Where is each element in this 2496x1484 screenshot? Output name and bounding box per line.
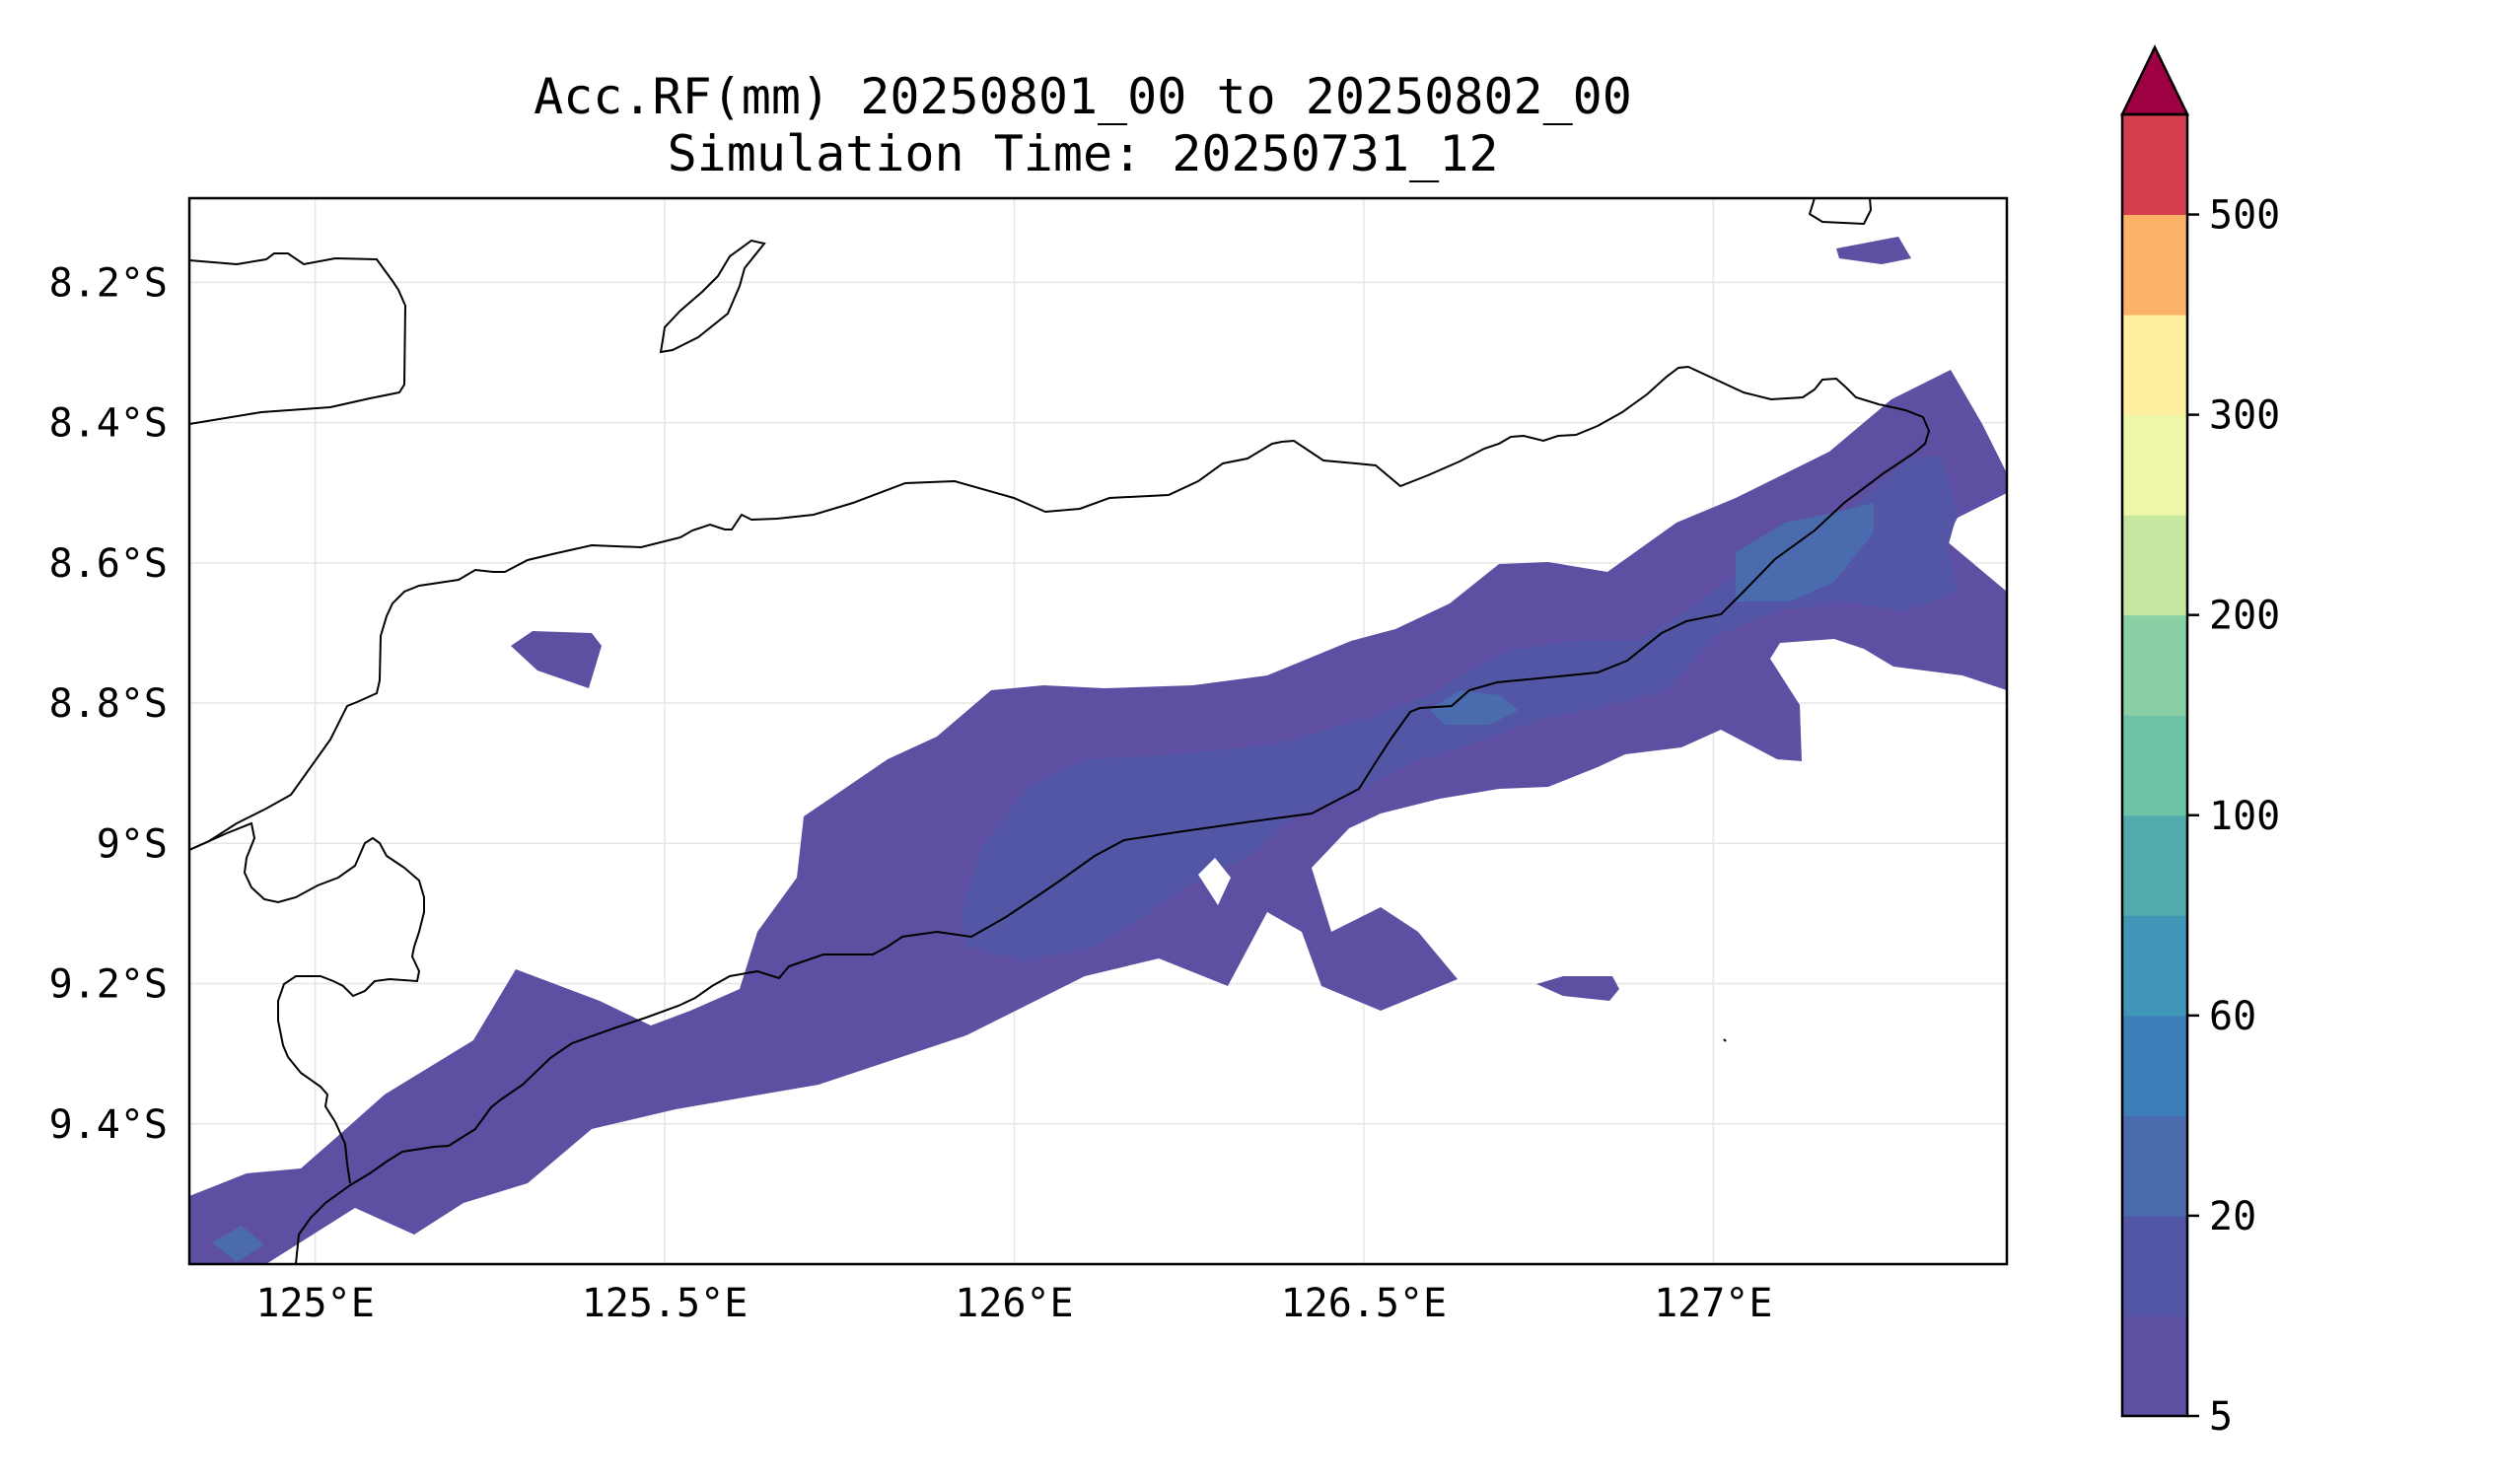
colorbar-tick-label: 200 [2209,594,2280,639]
coastline-northeast-islet [1808,198,1873,226]
lon-tick-label: 125.5°E [582,1281,749,1326]
rainfall-field [189,237,2007,1264]
lon-tick-label: 126°E [955,1281,1073,1326]
latitude-ticks: 8.2°S 8.4°S 8.6°S 8.8°S 9°S 9.2°S 9.4°S [49,260,168,1147]
colorbar-level-block [2122,515,2187,616]
colorbar-level-block [2122,614,2187,716]
coastline-north-island [659,239,766,354]
lat-tick-label: 8.6°S [49,541,168,587]
colorbar-level-block [2122,1315,2187,1417]
lat-tick-label: 8.8°S [49,681,168,727]
lat-tick-label: 8.4°S [49,401,168,447]
colorbar-level-block [2122,114,2187,216]
colorbar-level-block [2122,1215,2187,1316]
title-line-2: Simulation Time: 20250731_12 [668,125,1499,182]
map-axes: 125°E 125.5°E 126°E 126.5°E 127°E 8.2°S 8.4°S… [49,196,2009,1326]
rain-islet-2 [1536,976,1619,1001]
colorbar-frame [2120,112,2189,1418]
coastline-timor-north [189,365,1931,1264]
colorbar-level-block [2122,214,2187,316]
map-frame [187,196,2009,1266]
title-line-1: Acc.RF(mm) 20250801_00 to 20250802_00 [534,68,1632,125]
colorbar-level-block [2122,1115,2187,1217]
colorbar-level-block [2122,1015,2187,1116]
colorbar-tick-label: 300 [2209,393,2280,439]
lat-tick-label: 8.2°S [49,260,168,306]
lon-tick-label: 127°E [1654,1281,1772,1326]
rain-islet-4 [212,1226,264,1262]
colorbar-level-block [2122,315,2187,416]
colorbar-tick-label: 5 [2209,1394,2233,1440]
coastline-west-timor [189,821,425,1184]
coastline-north-shore [189,252,407,425]
colorbar-tick-label: 60 [2209,994,2256,1039]
colorbar-ticks: 5 20 60 100 200 300 500 [2187,193,2280,1440]
rain-islet-3 [1836,237,1911,264]
lon-tick-label: 126.5°E [1281,1281,1448,1326]
colorbar-tick-label: 20 [2209,1194,2256,1239]
colorbar-level-block [2122,814,2187,916]
coastlines [189,198,1931,1264]
colorbar-extend-triangle [2120,44,2189,116]
coastline-tiny-islet [1723,1038,1727,1042]
longitude-ticks: 125°E 125.5°E 126°E 126.5°E 127°E [255,1281,1772,1326]
colorbar-blocks [2122,114,2187,1417]
lat-tick-label: 9.4°S [49,1102,168,1148]
colorbar-level-block [2122,915,2187,1017]
rain-region-core [1430,503,1874,725]
lat-tick-label: 9.2°S [49,962,168,1008]
rain-islet-1 [511,631,602,688]
colorbar-tick-label: 100 [2209,794,2280,839]
lon-tick-label: 125°E [255,1281,374,1326]
colorbar-level-block [2122,414,2187,516]
colorbar-tick-label: 500 [2209,193,2280,239]
lat-tick-label: 9°S [97,821,168,867]
colorbar-level-block [2122,715,2187,816]
colorbar: 5 20 60 100 200 300 500 [2120,44,2280,1440]
rain-gap-1 [1198,858,1231,905]
